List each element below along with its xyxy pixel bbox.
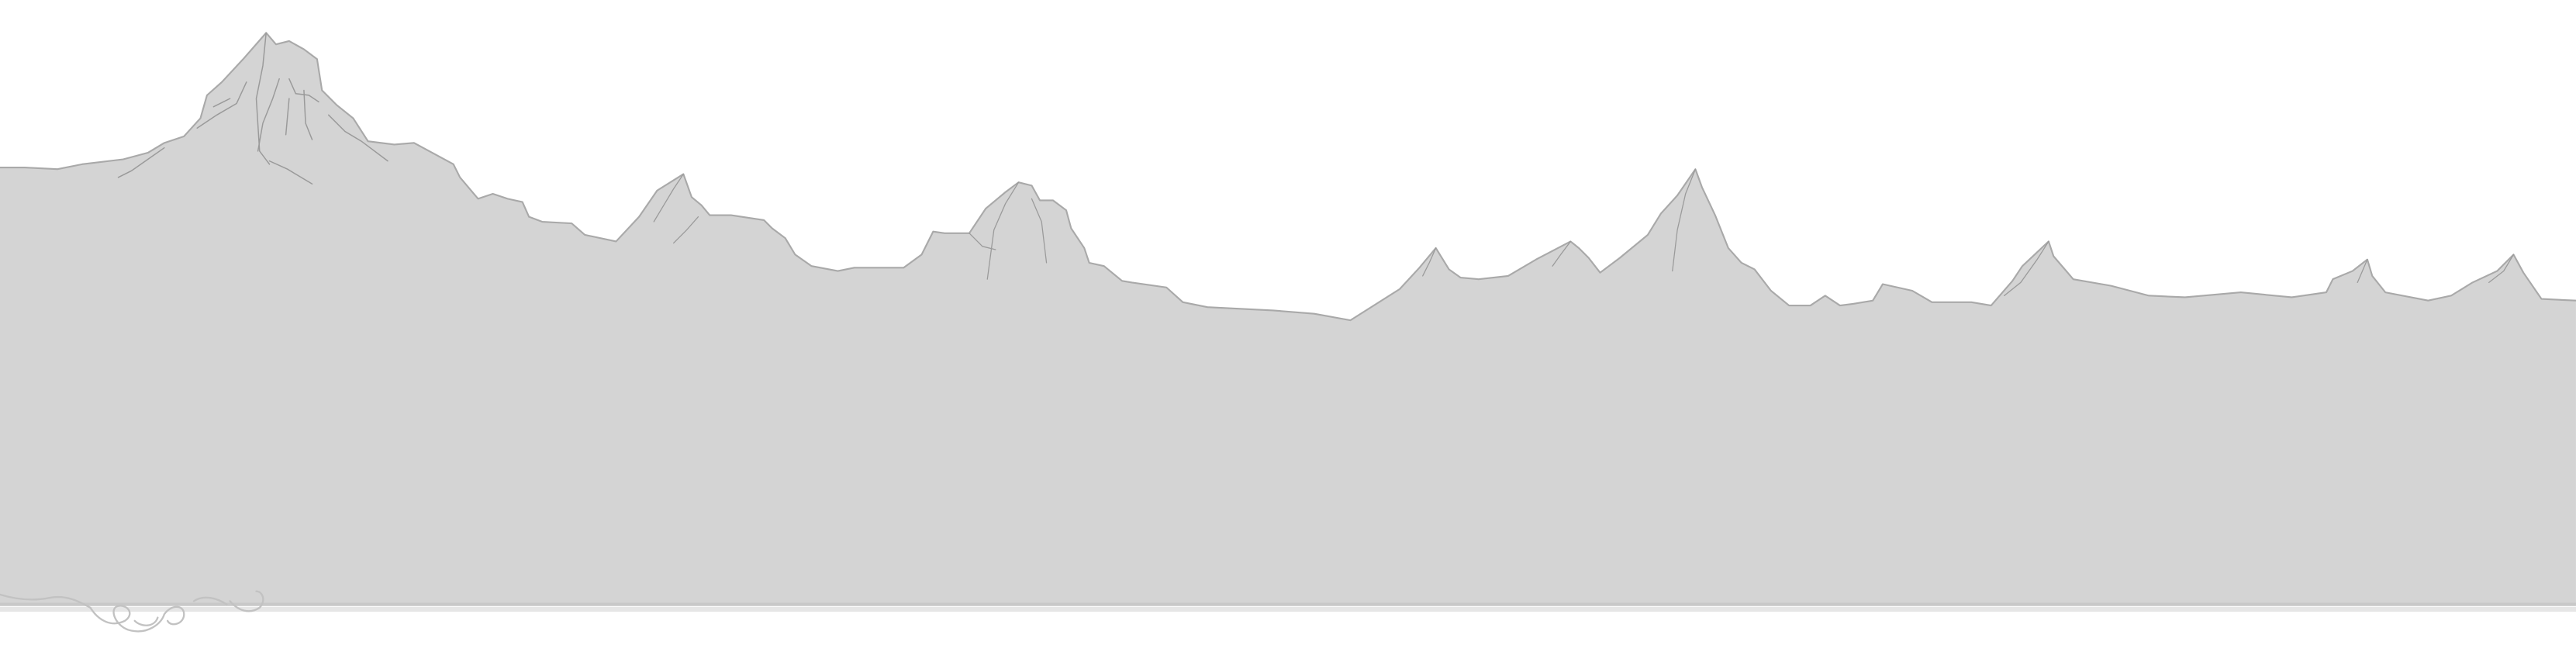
sketch-details-left-peak [117,32,388,185]
sketch-details-ridges [653,168,2515,296]
mountain-silhouette [0,33,2576,605]
bottom-left-scribbles [0,590,264,633]
mountain-ridge-outline [0,32,2576,322]
